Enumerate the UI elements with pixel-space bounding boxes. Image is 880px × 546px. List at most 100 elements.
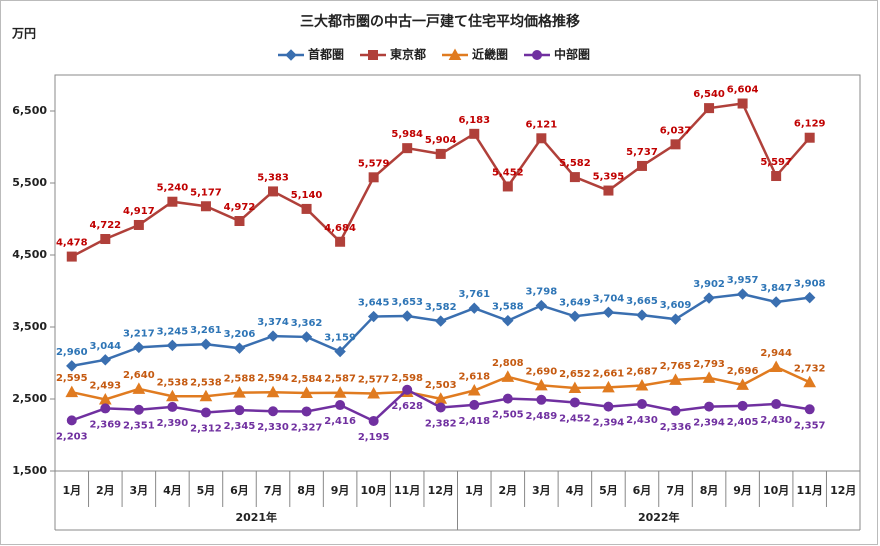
value-label: 2,538 [190, 377, 222, 388]
marker [167, 401, 178, 412]
value-label: 4,722 [89, 220, 121, 231]
value-label: 3,588 [492, 302, 524, 313]
marker [435, 315, 447, 327]
marker [268, 406, 279, 417]
value-label: 2,618 [458, 372, 490, 383]
marker [401, 310, 413, 322]
value-label: 3,206 [224, 329, 256, 340]
marker [435, 148, 446, 159]
value-label: 5,177 [190, 187, 222, 198]
value-label: 2,351 [123, 421, 155, 432]
marker [569, 397, 580, 408]
marker [532, 50, 542, 60]
value-label: 2,327 [291, 422, 323, 433]
marker [468, 302, 480, 314]
marker [200, 338, 212, 350]
value-label: 4,478 [56, 238, 88, 249]
x-tick-label: 3月 [532, 484, 551, 497]
value-label: 3,653 [391, 297, 423, 308]
marker [771, 171, 782, 182]
marker [402, 384, 413, 395]
value-label: 2,690 [526, 366, 558, 377]
value-label: 2,330 [257, 422, 289, 433]
value-label: 5,140 [291, 190, 323, 201]
marker [167, 196, 178, 207]
x-tick-label: 8月 [297, 484, 316, 497]
value-label: 2,594 [257, 373, 289, 384]
value-label: 3,798 [526, 287, 558, 298]
marker [435, 402, 446, 413]
value-label: 5,984 [391, 129, 423, 140]
value-label: 3,362 [291, 318, 323, 329]
marker [502, 314, 514, 327]
value-label: 2,452 [559, 413, 591, 424]
value-label: 2,652 [559, 369, 591, 380]
marker [233, 386, 246, 398]
x-tick-label: 11月 [797, 484, 823, 497]
marker [536, 394, 547, 405]
value-label: 2,405 [727, 417, 759, 428]
marker [301, 203, 312, 214]
marker [199, 389, 213, 402]
marker [99, 354, 112, 366]
marker [65, 385, 79, 398]
marker [602, 380, 615, 393]
value-label: 2,493 [89, 381, 121, 392]
value-label: 3,217 [123, 328, 155, 339]
value-label: 5,904 [425, 135, 457, 146]
marker [233, 342, 246, 354]
value-label: 6,129 [794, 119, 826, 130]
marker [333, 386, 347, 398]
value-label: 2,538 [157, 377, 189, 388]
marker [803, 375, 817, 388]
x-tick-label: 9月 [733, 484, 752, 497]
value-label: 2,312 [190, 424, 222, 435]
value-label: 3,159 [324, 333, 356, 344]
marker [335, 400, 346, 411]
marker [469, 399, 480, 410]
y-tick-label: 4,500 [12, 248, 47, 261]
marker [368, 415, 379, 426]
marker [736, 288, 749, 300]
value-label: 2,416 [324, 416, 356, 427]
value-label: 2,587 [324, 374, 356, 385]
value-label: 2,336 [660, 422, 692, 433]
marker [704, 401, 715, 412]
x-tick-label: 4月 [163, 484, 182, 497]
marker [335, 236, 346, 247]
value-label: 5,383 [257, 172, 289, 183]
value-label: 2,503 [425, 380, 457, 391]
value-label: 3,665 [626, 296, 658, 307]
value-label: 4,684 [324, 223, 356, 234]
value-label: 3,374 [257, 317, 289, 328]
value-label: 2,505 [492, 410, 524, 421]
marker [301, 406, 312, 417]
marker [737, 400, 748, 411]
x-tick-label: 7月 [666, 484, 685, 497]
value-label: 2,598 [391, 373, 423, 384]
chart-title: 三大都市圏の中古一戸建て住宅平均価格推移 [300, 13, 580, 30]
marker [804, 404, 815, 415]
value-label: 6,540 [693, 89, 725, 100]
x-tick-label: 10月 [763, 484, 789, 497]
marker [267, 330, 279, 342]
value-label: 6,121 [526, 119, 558, 130]
marker [704, 103, 715, 114]
year-label: 2021年 [235, 510, 277, 524]
x-tick-label: 3月 [130, 484, 149, 497]
value-label: 2,369 [89, 419, 121, 430]
value-label: 2,394 [693, 418, 725, 429]
value-label: 2,595 [56, 373, 88, 384]
x-tick-label: 1月 [62, 484, 81, 497]
x-tick-label: 5月 [599, 484, 618, 497]
year-label: 2022年 [638, 510, 680, 524]
marker [200, 201, 211, 212]
value-label: 5,240 [157, 183, 189, 194]
marker [568, 381, 582, 394]
value-label: 2,696 [727, 366, 759, 377]
value-label: 2,382 [425, 418, 457, 429]
value-label: 2,944 [760, 348, 792, 359]
value-label: 3,261 [190, 325, 222, 336]
